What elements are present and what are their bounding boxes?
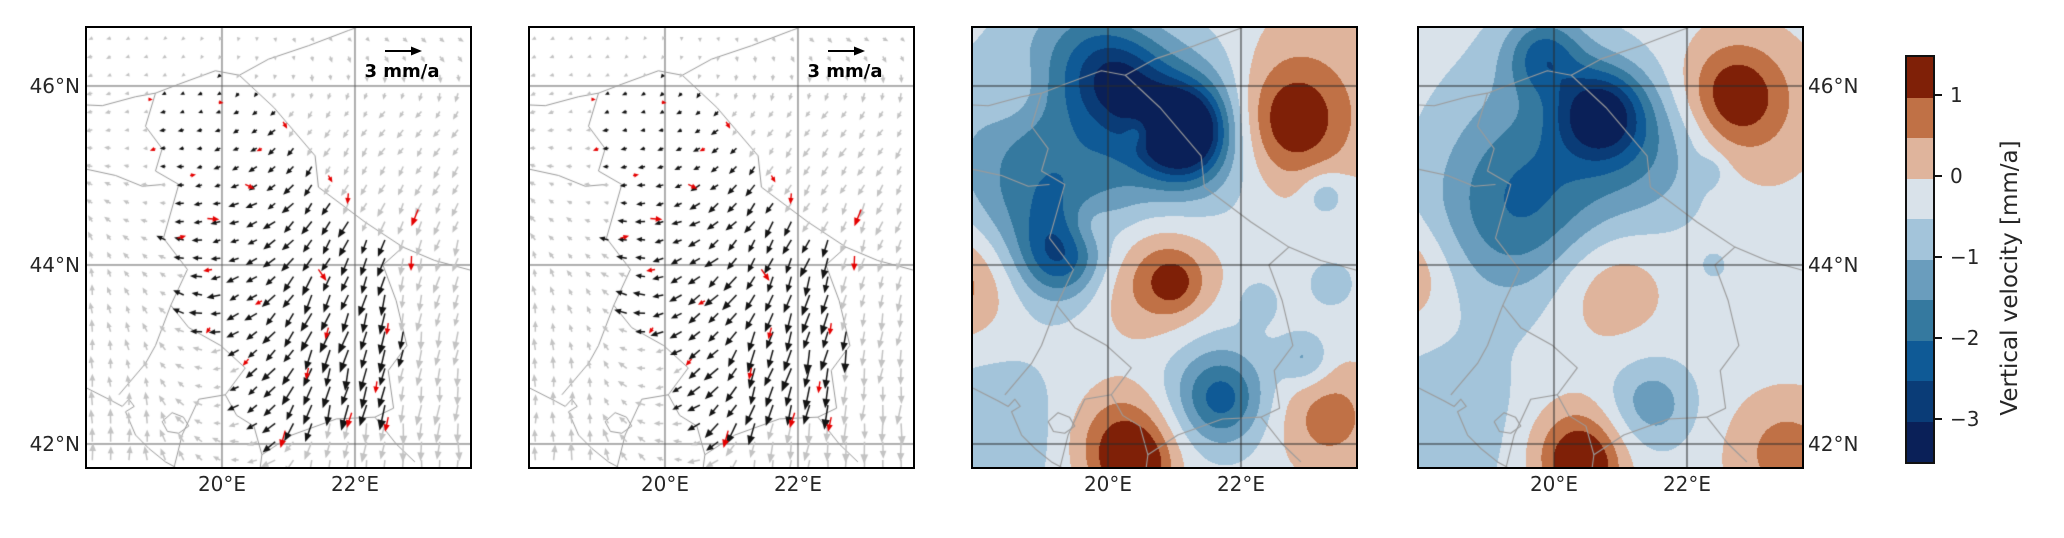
colorbar-tick-label-0: 0 [1950,164,1963,188]
contour-map-canvas-b [1419,28,1802,467]
lon-label-20e-p1: 20°E [197,472,247,496]
colorbar-tick-label-m2: −2 [1950,326,1980,350]
lon-label-20e-p3: 20°E [1083,472,1133,496]
colorbar-segment [1907,340,1933,381]
colorbar-tick-label-m1: −1 [1950,245,1980,269]
lat-label-44n-left: 44°N [29,253,80,277]
lon-label-22e-p2: 22°E [773,472,823,496]
colorbar-segment [1907,57,1933,98]
colorbar-tick [1933,256,1942,258]
lon-label-22e-p3: 22°E [1216,472,1266,496]
panel-vertical-velocity-a [971,26,1358,469]
scale-arrow-icon [385,46,422,56]
lon-label-22e-p4: 22°E [1662,472,1712,496]
quiver-map-canvas-observed [87,28,470,467]
colorbar-tick [1933,418,1942,420]
lon-label-20e-p4: 20°E [1529,472,1579,496]
colorbar-segment [1907,219,1933,260]
colorbar-segment [1907,97,1933,138]
lat-label-42n-right: 42°N [1808,432,1859,456]
colorbar-segment [1907,300,1933,341]
scale-arrow-label-p2: 3 mm/a [807,61,883,82]
colorbar-segment [1907,259,1933,300]
scale-arrow-icon [828,46,865,56]
colorbar-segment [1907,178,1933,219]
colorbar-segment [1907,381,1933,422]
colorbar-title: Vertical velocity [mm/a] [1997,140,2023,416]
lat-label-42n-left: 42°N [29,432,80,456]
lon-label-20e-p2: 20°E [640,472,690,496]
colorbar-tick [1933,175,1942,177]
panel-quiver-observed [85,26,472,469]
scale-arrow-label-p1: 3 mm/a [364,61,440,82]
panel-vertical-velocity-b [1417,26,1804,469]
quiver-map-canvas-model [530,28,913,467]
lat-label-44n-right: 44°N [1808,253,1859,277]
lat-label-46n-right: 46°N [1808,74,1859,98]
contour-map-canvas-a [973,28,1356,467]
colorbar [1905,55,1935,464]
colorbar-tick-label-1: 1 [1950,83,1963,107]
lat-label-46n-left: 46°N [29,74,80,98]
colorbar-tick [1933,337,1942,339]
lon-label-22e-p1: 22°E [330,472,380,496]
colorbar-tick-label-m3: −3 [1950,407,1980,431]
colorbar-segment [1907,421,1933,462]
colorbar-tick [1933,94,1942,96]
colorbar-segment [1907,138,1933,179]
panel-quiver-model [528,26,915,469]
